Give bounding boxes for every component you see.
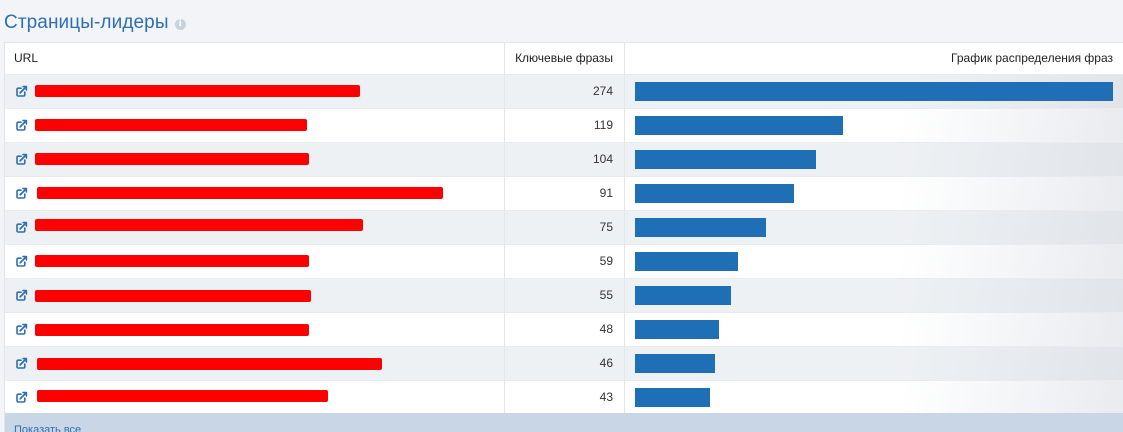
column-divider (624, 43, 625, 413)
info-icon[interactable]: i (174, 18, 186, 30)
table-footer: Показать все (5, 413, 1123, 432)
distribution-bar (635, 286, 731, 305)
redacted-url[interactable] (35, 85, 360, 97)
external-link-icon[interactable] (15, 391, 28, 404)
keyword-count: 91 (599, 186, 613, 200)
redacted-url[interactable] (37, 187, 443, 199)
table-row: 91 (5, 177, 1123, 211)
distribution-bar (635, 320, 719, 339)
distribution-bar (635, 184, 794, 203)
external-link-icon[interactable] (15, 187, 28, 200)
distribution-bar (635, 354, 715, 373)
keyword-count: 75 (599, 220, 613, 234)
external-link-icon[interactable] (15, 119, 28, 132)
table-row: 55 (5, 279, 1123, 313)
table-row: 75 (5, 211, 1123, 245)
table-header: URL Ключевые фразы График распределения … (5, 43, 1123, 75)
keyword-count: 48 (599, 322, 613, 336)
keyword-count: 43 (599, 390, 613, 404)
column-header-url[interactable]: URL (14, 51, 39, 65)
keyword-count: 46 (599, 356, 613, 370)
distribution-bar (635, 116, 843, 135)
redacted-url[interactable] (37, 358, 382, 370)
column-header-keywords[interactable]: Ключевые фразы (515, 51, 613, 65)
column-divider (504, 43, 505, 413)
external-link-icon[interactable] (15, 289, 28, 302)
table-row: 48 (5, 313, 1123, 347)
table-row: 46 (5, 347, 1123, 381)
show-all-link[interactable]: Показать все (14, 424, 82, 432)
widget-header: Страницы-лидеры i (4, 9, 186, 37)
distribution-bar (635, 82, 1113, 101)
external-link-icon[interactable] (15, 153, 28, 166)
distribution-bar (635, 252, 738, 271)
external-link-icon[interactable] (15, 85, 28, 98)
leader-pages-table: URL Ключевые фразы График распределения … (4, 42, 1123, 432)
table-row: 43 (5, 381, 1123, 415)
external-link-icon[interactable] (15, 221, 28, 234)
redacted-url[interactable] (35, 219, 363, 231)
keyword-count: 119 (593, 118, 613, 132)
widget-title: Страницы-лидеры (4, 12, 169, 33)
table-row: 59 (5, 245, 1123, 279)
distribution-bar (635, 388, 710, 407)
table-row: 274 (5, 75, 1123, 109)
column-header-chart: График распределения фраз (951, 51, 1113, 65)
distribution-bar (635, 150, 816, 169)
keyword-count: 104 (592, 152, 613, 166)
table-row: 119 (5, 109, 1123, 143)
redacted-url[interactable] (35, 153, 309, 165)
redacted-url[interactable] (35, 255, 309, 267)
keyword-count: 274 (592, 84, 613, 98)
external-link-icon[interactable] (15, 357, 28, 370)
distribution-bar (635, 218, 766, 237)
external-link-icon[interactable] (15, 323, 28, 336)
redacted-url[interactable] (35, 290, 311, 302)
keyword-count: 59 (599, 254, 613, 268)
redacted-url[interactable] (35, 324, 309, 336)
redacted-url[interactable] (35, 119, 307, 131)
external-link-icon[interactable] (15, 255, 28, 268)
keyword-count: 55 (599, 288, 613, 302)
redacted-url[interactable] (37, 390, 328, 402)
table-row: 104 (5, 143, 1123, 177)
